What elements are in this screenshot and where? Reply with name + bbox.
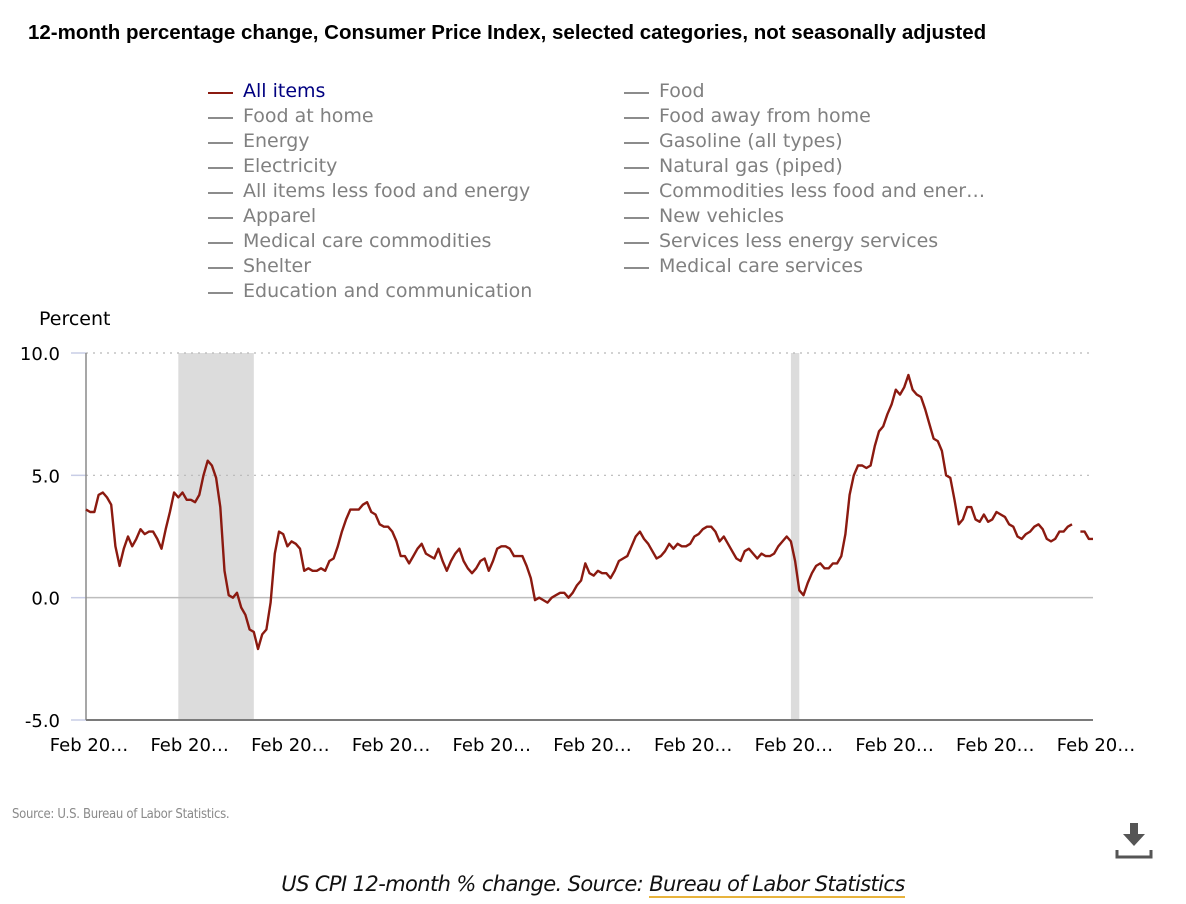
x-tick-label: Feb 20… [150,735,229,756]
x-tick-label: Feb 20… [855,735,934,756]
y-tick-label: 10.0 [20,344,60,365]
legend-label: All items [243,80,326,102]
legend-swatch-icon [208,191,233,194]
figure-caption: US CPI 12-month % change. Source: Bureau… [0,872,1186,898]
legend-label: All items less food and energy [243,180,531,202]
download-button[interactable] [1114,823,1154,861]
chart-canvas: 10.0 5.0 0.0 -5.0 Feb 20… Feb 20… Feb 20… Feb … [20,344,1136,756]
legend-label: Medical care services [659,255,863,277]
legend-item-gasoline-all-types[interactable]: Gasoline (all types) [624,129,985,154]
legend-item-food-at-home[interactable]: Food at home [208,104,532,129]
y-tick-label: -5.0 [25,711,60,732]
legend-label: Electricity [243,155,338,177]
x-tick-label: Feb 20… [50,735,129,756]
legend-item-all-items[interactable]: All items [208,79,532,104]
legend-item-natural-gas-piped[interactable]: Natural gas (piped) [624,154,985,179]
x-tick-label: Feb 20… [352,735,431,756]
legend-swatch-icon [208,166,233,169]
legend-label: Food at home [243,105,374,127]
legend-label: Medical care commodities [243,230,492,252]
legend-item-all-items-less-food-and-energy[interactable]: All items less food and energy [208,179,532,204]
x-tick-label: Feb 20… [553,735,632,756]
legend-swatch-icon [208,241,233,244]
legend-item-medical-care-commodities[interactable]: Medical care commodities [208,229,532,254]
legend-column-1: All items Food at home Energy Electricity Al… [208,79,532,304]
series-line-all-items[interactable] [1080,530,1093,541]
y-axis-title: Percent [39,308,111,330]
legend-item-food[interactable]: Food [624,79,985,104]
legend-swatch-icon [624,91,649,94]
x-tick-label: Feb 20… [1057,735,1136,756]
legend-item-medical-care-services[interactable]: Medical care services [624,254,985,279]
legend-label: Gasoline (all types) [659,130,843,152]
legend-label: Commodities less food and ener… [659,180,986,202]
legend-swatch-icon [208,216,233,219]
legend-item-apparel[interactable]: Apparel [208,204,532,229]
legend-swatch-icon [624,166,649,169]
recession-band [790,353,800,720]
legend-label: Energy [243,130,310,152]
legend-swatch-icon [624,241,649,244]
legend-item-electricity[interactable]: Electricity [208,154,532,179]
caption-text: US CPI 12-month % change. Source: [281,872,650,896]
legend-swatch-icon [624,216,649,219]
legend-label: Food [659,80,705,102]
download-icon [1115,823,1153,859]
legend-item-new-vehicles[interactable]: New vehicles [624,204,985,229]
series-line-all-items[interactable] [85,373,1073,651]
y-tick-label: 0.0 [31,589,60,610]
y-tick-label: 5.0 [31,466,60,487]
legend-item-food-away-from-home[interactable]: Food away from home [624,104,985,129]
legend-label: Shelter [243,255,312,277]
legend-item-services-less-energy-services[interactable]: Services less energy services [624,229,985,254]
recession-band [178,353,254,720]
legend-label: Food away from home [659,105,871,127]
legend-swatch-icon [208,291,233,294]
legend-column-2: Food Food away from home Gasoline (all typ… [624,79,985,279]
legend-swatch-icon [624,191,649,194]
legend-swatch-icon [208,141,233,144]
legend-item-shelter[interactable]: Shelter [208,254,532,279]
legend-item-energy[interactable]: Energy [208,129,532,154]
x-tick-label: Feb 20… [956,735,1035,756]
x-tick-label: Feb 20… [251,735,330,756]
bls-link[interactable]: Bureau of Labor Statistics [649,872,905,898]
x-tick-label: Feb 20… [755,735,834,756]
x-tick-label: Feb 20… [654,735,733,756]
source-note: Source: U.S. Bureau of Labor Statistics. [12,807,230,822]
legend-label: Services less energy services [659,230,939,252]
legend-item-education-and-communication[interactable]: Education and communication [208,279,532,304]
legend-swatch-icon [208,91,233,94]
legend-label: Education and communication [243,280,533,302]
legend-swatch-icon [624,266,649,269]
legend-label: Natural gas (piped) [659,155,843,177]
legend-item-commodities-less-food-and-ener[interactable]: Commodities less food and ener… [624,179,985,204]
legend-label: Apparel [243,205,317,227]
legend-swatch-icon [208,116,233,119]
legend-swatch-icon [208,266,233,269]
x-tick-label: Feb 20… [453,735,532,756]
chart-title: 12-month percentage change, Consumer Pri… [28,21,987,44]
legend-swatch-icon [624,141,649,144]
legend-label: New vehicles [659,205,785,227]
legend-swatch-icon [624,116,649,119]
